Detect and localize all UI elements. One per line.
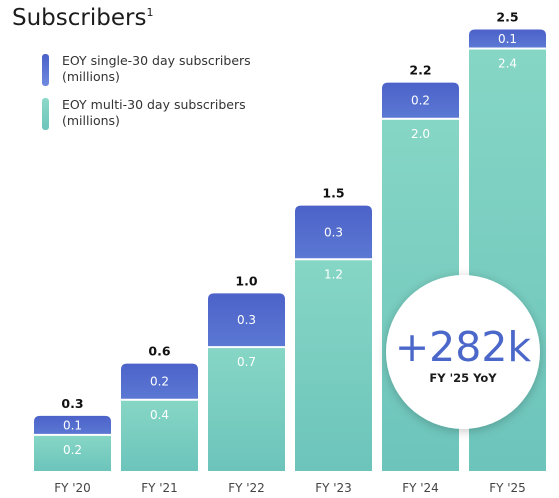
yoy-badge-caption: FY '25 YoY [429, 371, 497, 385]
bar-total-label-2: 1.0 [235, 273, 257, 288]
bar-single-label-5: 0.1 [498, 32, 517, 46]
bar-single-label-0: 0.1 [63, 418, 82, 432]
bar-total-label-5: 2.5 [496, 10, 518, 25]
legend: EOY single-30 day subscribers (millions)… [42, 53, 255, 130]
x-tick-label-4: FY '24 [402, 481, 439, 495]
x-axis-ticks: FY '20 FY '21 FY '22 FY '23 FY '24 FY '25 [54, 481, 526, 495]
bar-multi-1 [121, 400, 198, 471]
bar-single-label-2: 0.3 [237, 313, 256, 327]
yoy-badge: +282k FY '25 YoY [386, 275, 540, 429]
bars [34, 29, 546, 472]
bar-multi-0 [34, 435, 111, 471]
bar-single-5 [469, 29, 546, 48]
bar-single-label-3: 0.3 [324, 225, 343, 239]
bar-single-label-1: 0.2 [150, 375, 169, 389]
bar-multi-3 [295, 260, 372, 471]
x-tick-label-3: FY '23 [315, 481, 352, 495]
bar-multi-label-5: 2.4 [498, 57, 517, 71]
bar-multi-label-0: 0.2 [63, 443, 82, 457]
x-tick-label-1: FY '21 [141, 481, 178, 495]
bar-single-3 [295, 205, 372, 259]
bar-multi-label-4: 2.0 [411, 127, 430, 141]
bar-total-label-1: 0.6 [148, 344, 170, 359]
legend-label-single: EOY single-30 day subscribers (millions) [62, 53, 255, 84]
bar-total-label-3: 1.5 [322, 186, 344, 201]
labels: 0.2 0.1 0.3 0.4 0.2 0.6 0.7 0.3 1.0 1.2 0.3 1.5 2.0 0… [61, 10, 518, 457]
bar-single-2 [208, 293, 285, 347]
chart-title: Subscribers1 [12, 5, 153, 31]
bar-total-label-0: 0.3 [61, 396, 83, 411]
bar-multi-2 [208, 348, 285, 471]
legend-swatch-multi [42, 98, 49, 130]
yoy-badge-value: +282k [395, 323, 532, 371]
bar-single-0 [34, 415, 111, 434]
x-tick-label-2: FY '22 [228, 481, 265, 495]
x-tick-label-0: FY '20 [54, 481, 91, 495]
bar-multi-label-1: 0.4 [150, 408, 169, 422]
x-tick-label-5: FY '25 [489, 481, 526, 495]
bar-single-label-4: 0.2 [411, 94, 430, 108]
legend-swatch-single [42, 54, 49, 86]
bar-multi-label-3: 1.2 [324, 267, 343, 281]
bar-total-label-4: 2.2 [409, 63, 431, 78]
bar-multi-label-2: 0.7 [237, 355, 256, 369]
legend-label-multi: EOY multi-30 day subscribers (millions) [62, 97, 250, 128]
bar-single-4 [382, 82, 459, 118]
bar-single-1 [121, 363, 198, 399]
yoy-badge-circle [386, 275, 540, 429]
